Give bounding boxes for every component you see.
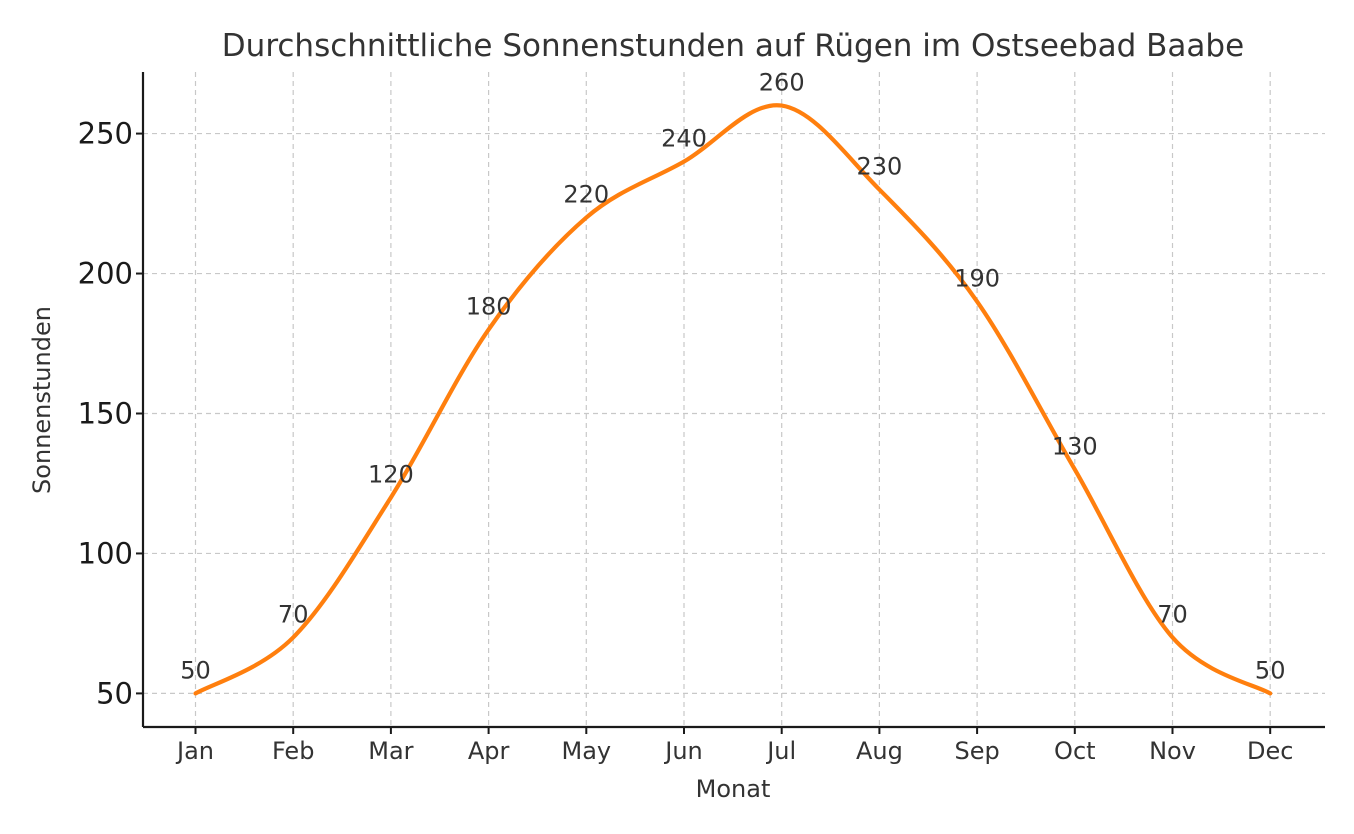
data-label: 50 — [1255, 656, 1286, 684]
x-tick-label: Apr — [468, 737, 510, 765]
data-label: 50 — [180, 656, 211, 684]
y-axis-label: Sonnenstunden — [28, 306, 56, 494]
data-label: 70 — [278, 600, 309, 628]
x-tick-label: Mar — [368, 737, 413, 765]
data-label: 190 — [954, 265, 1000, 293]
y-tick-label: 200 — [78, 257, 133, 291]
data-label: 240 — [661, 125, 707, 153]
data-label: 260 — [759, 69, 805, 97]
data-label: 220 — [563, 181, 609, 209]
x-tick-label: Jul — [765, 737, 796, 765]
series-line — [193, 103, 1273, 696]
x-axis-label: Monat — [696, 775, 771, 803]
x-tick-label: Sep — [954, 737, 999, 765]
chart-title: Durchschnittliche Sonnenstunden auf Rüge… — [222, 28, 1244, 64]
data-label: 130 — [1052, 432, 1098, 460]
x-tick-label: Feb — [272, 737, 315, 765]
x-tick-label: May — [561, 737, 611, 765]
axes — [141, 72, 1325, 729]
data-label: 70 — [1157, 600, 1188, 628]
data-labels: 50 70 120 180 220 240 260 230 190 130 70 50 — [180, 69, 1285, 685]
x-tick-label: Jan — [175, 737, 214, 765]
data-label: 120 — [368, 460, 414, 488]
data-label: 180 — [466, 293, 512, 321]
y-tick-label: 50 — [96, 676, 133, 710]
y-tick-label: 150 — [78, 396, 133, 430]
y-ticks: 50 100 150 200 250 — [78, 117, 143, 710]
x-tick-label: Dec — [1247, 737, 1293, 765]
x-tick-label: Aug — [856, 737, 903, 765]
x-ticks: Jan Feb Mar Apr May Jun Jul Aug Sep Oct Nov Dec — [175, 727, 1293, 765]
x-tick-label: Nov — [1149, 737, 1196, 765]
grid — [143, 72, 1325, 727]
x-tick-label: Jun — [663, 737, 703, 765]
y-tick-label: 250 — [78, 117, 133, 151]
data-label: 230 — [856, 153, 902, 181]
series — [193, 103, 1273, 696]
y-tick-label: 100 — [78, 536, 133, 570]
x-tick-label: Oct — [1054, 737, 1096, 765]
